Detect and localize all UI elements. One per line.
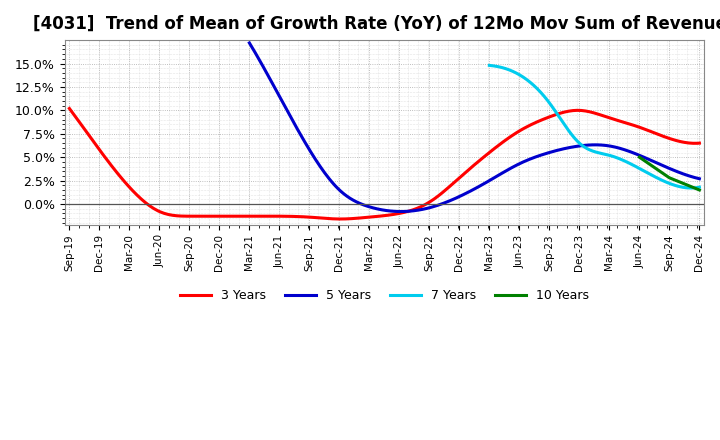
- Line: 7 Years: 7 Years: [490, 66, 699, 188]
- Line: 3 Years: 3 Years: [69, 109, 699, 219]
- 3 Years: [638, 126, 647, 131]
- 10 Years: [665, 175, 674, 180]
- 5 Years: [513, 162, 521, 168]
- 3 Years: [695, 140, 703, 146]
- 7 Years: [675, 184, 684, 189]
- 7 Years: [486, 63, 495, 68]
- 3 Years: [442, 187, 451, 192]
- 3 Years: [65, 106, 73, 111]
- 3 Years: [440, 188, 449, 194]
- 7 Years: [613, 155, 622, 161]
- Legend: 3 Years, 5 Years, 7 Years, 10 Years: 3 Years, 5 Years, 7 Years, 10 Years: [175, 284, 594, 307]
- 10 Years: [695, 187, 703, 193]
- 7 Years: [687, 185, 696, 191]
- 5 Years: [515, 161, 523, 167]
- 10 Years: [635, 154, 644, 160]
- 5 Years: [695, 176, 703, 181]
- 3 Years: [67, 109, 76, 114]
- 5 Years: [626, 149, 634, 154]
- Title: [4031]  Trend of Mean of Growth Rate (YoY) of 12Mo Mov Sum of Revenues: [4031] Trend of Mean of Growth Rate (YoY…: [32, 15, 720, 33]
- 3 Years: [453, 177, 462, 183]
- 7 Years: [662, 180, 671, 185]
- 7 Years: [695, 184, 703, 190]
- 5 Years: [654, 161, 663, 166]
- Line: 10 Years: 10 Years: [639, 157, 699, 190]
- 5 Years: [246, 43, 255, 48]
- Line: 5 Years: 5 Years: [249, 43, 699, 212]
- 7 Years: [609, 154, 618, 159]
- 7 Years: [485, 63, 494, 68]
- 5 Years: [245, 40, 253, 46]
- 5 Years: [397, 209, 405, 214]
- 3 Years: [598, 113, 607, 118]
- 3 Years: [337, 216, 346, 222]
- 5 Years: [522, 158, 531, 163]
- 7 Years: [610, 154, 618, 159]
